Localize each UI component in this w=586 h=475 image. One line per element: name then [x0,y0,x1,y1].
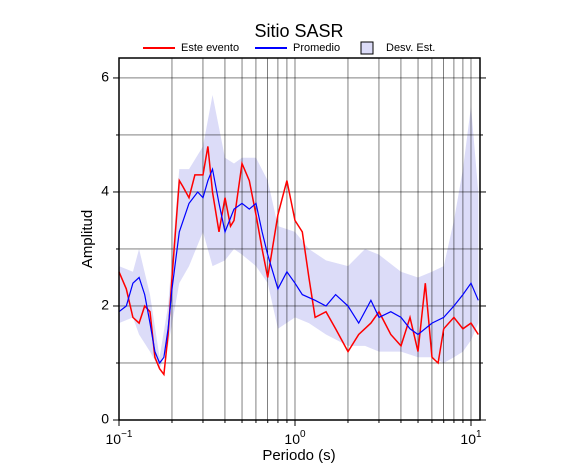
x-tick-exponent: −1 [121,429,133,440]
legend-label: Promedio [293,42,340,54]
plot-frame [118,57,481,421]
legend-swatch [360,41,374,55]
x-tick-label: 10−1 [106,429,133,447]
x-tick-base: 10 [460,431,476,447]
x-tick-label: 100 [284,429,306,447]
y-axis-label: Amplitud [79,210,96,268]
std-band [119,95,479,369]
x-tick-base: 10 [106,431,122,447]
y-tick-label: 4 [101,183,109,199]
y-tick-label: 0 [101,411,109,427]
y-tick-label: 6 [101,69,109,85]
x-tick-exponent: 1 [476,429,482,440]
x-tick-exponent: 0 [300,429,306,440]
series-line [118,167,479,365]
chart-title: Sitio SASR [254,21,343,41]
series-line [118,146,479,377]
legend-label: Desv. Est. [386,42,435,54]
x-tick-base: 10 [284,431,300,447]
x-tick-label: 101 [460,429,482,447]
x-axis-label: Periodo (s) [262,447,335,464]
legend-label: Este evento [181,42,239,54]
y-tick-label: 2 [101,297,109,313]
